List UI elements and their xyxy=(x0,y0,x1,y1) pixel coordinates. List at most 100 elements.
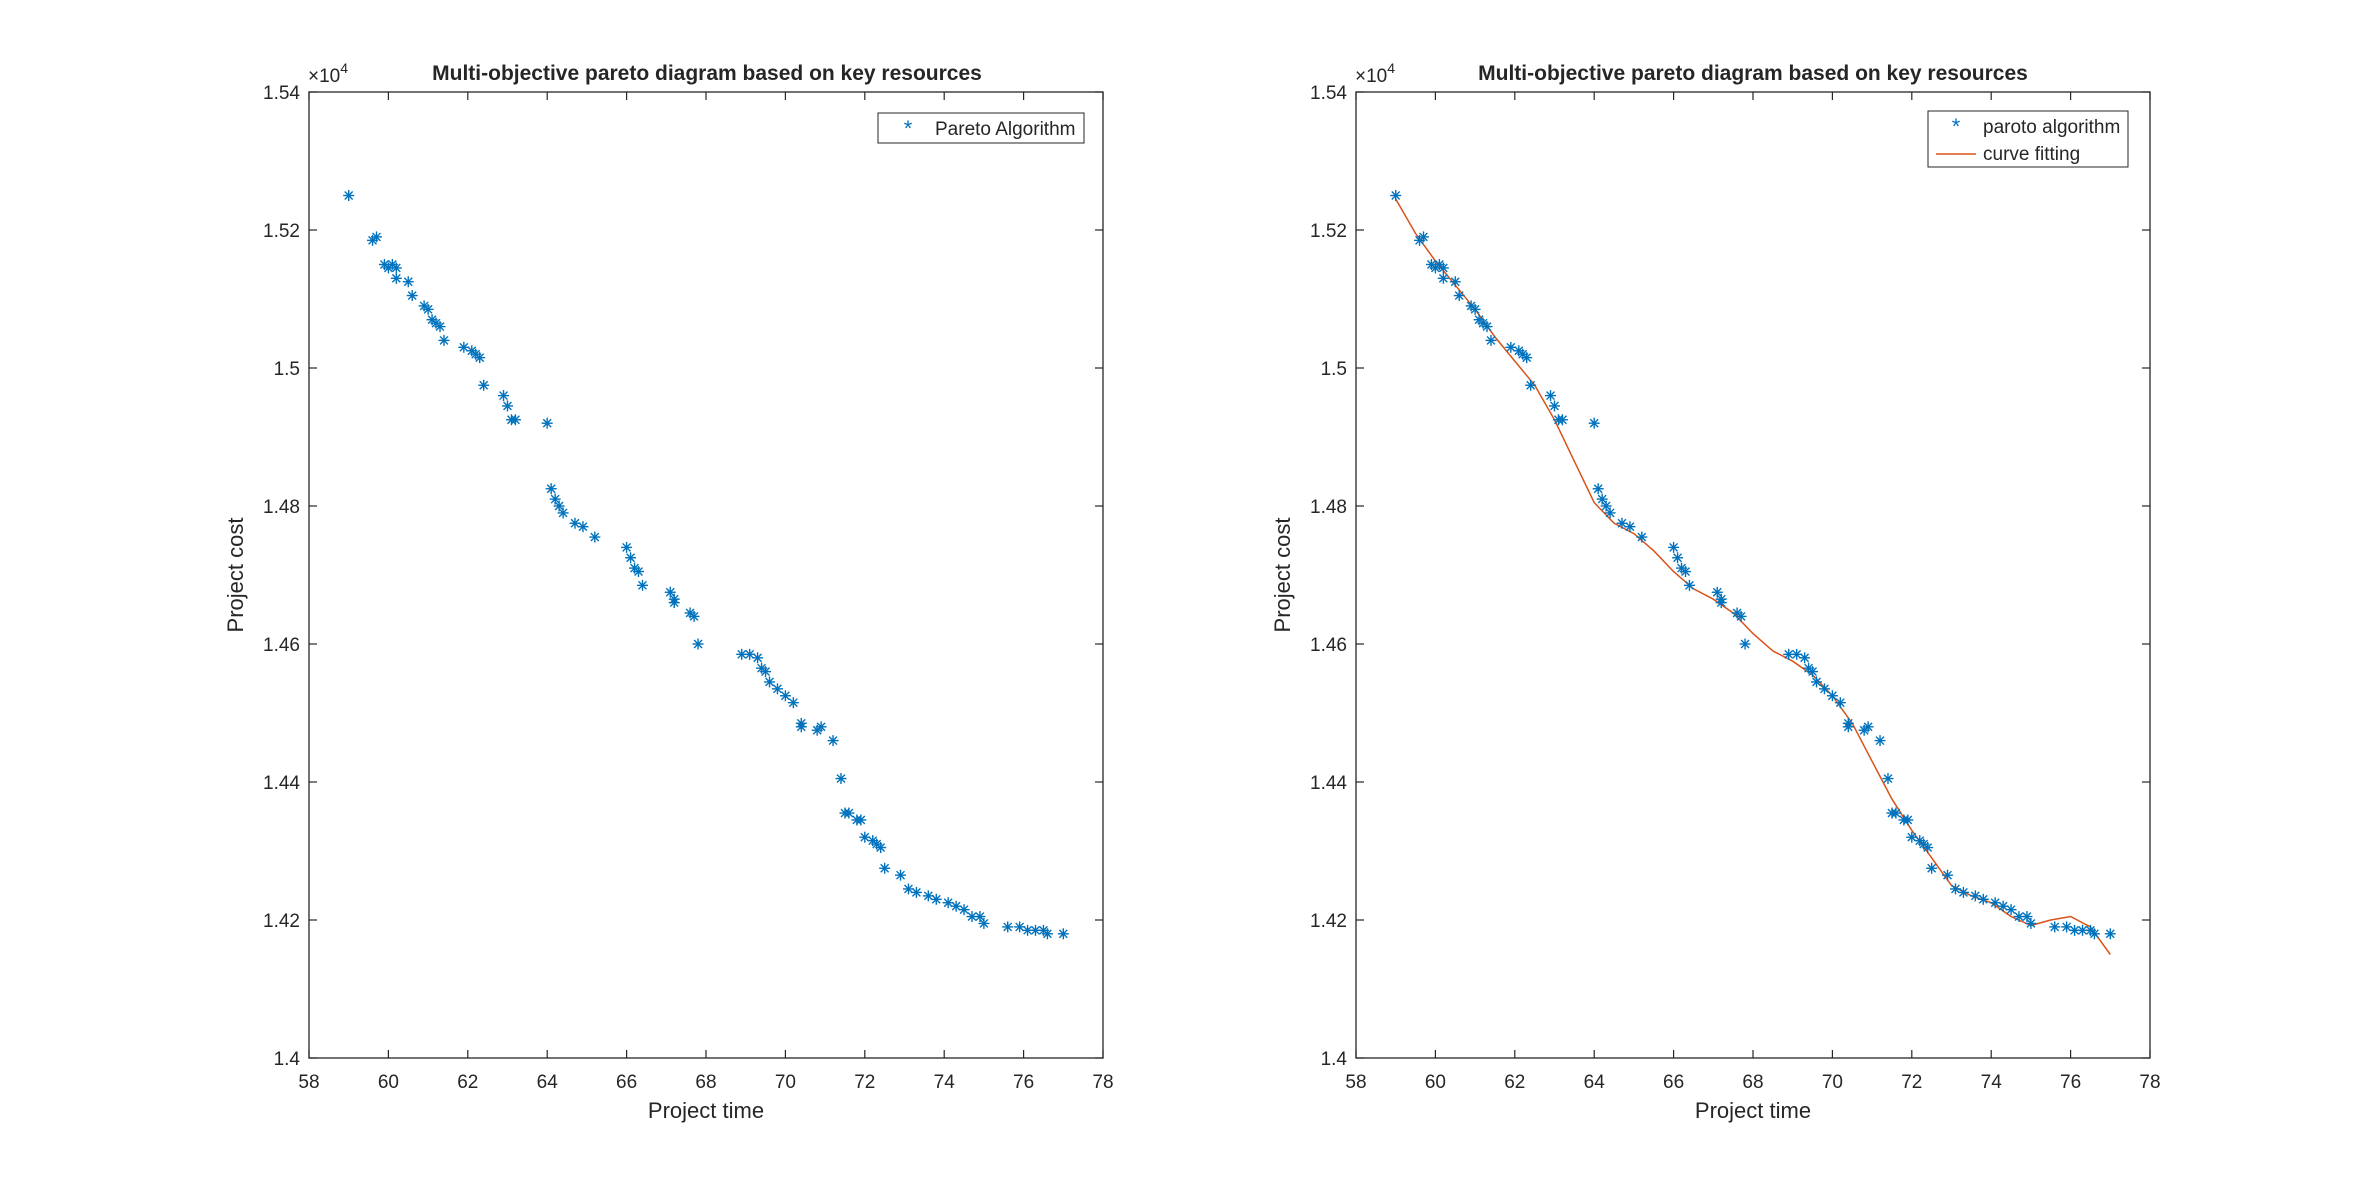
x-tick-label: 76 xyxy=(1013,1072,1034,1093)
y-tick-label: 1.54 xyxy=(263,83,300,104)
data-point xyxy=(2088,928,2100,940)
y-tick-label: 1.4 xyxy=(274,1049,301,1070)
data-point xyxy=(1002,921,1014,933)
x-axis-label: Project time xyxy=(1695,1098,1811,1123)
legend: * Pareto Algorithm xyxy=(877,112,1085,144)
data-point xyxy=(1437,262,1449,274)
data-point xyxy=(557,507,569,519)
data-point xyxy=(1417,231,1429,243)
data-point xyxy=(1453,290,1465,302)
data-point xyxy=(1672,552,1684,564)
data-point xyxy=(402,276,414,288)
x-tick-label: 62 xyxy=(457,1072,478,1093)
x-tick-label: 66 xyxy=(1663,1072,1684,1093)
x-tick-label: 74 xyxy=(934,1072,956,1093)
data-point xyxy=(343,190,355,201)
data-point xyxy=(1807,666,1819,678)
x-tick-label: 74 xyxy=(1981,1072,2003,1093)
legend-box xyxy=(1927,110,2129,168)
y-axis-label: Project cost xyxy=(223,518,248,633)
y-tick-label: 1.44 xyxy=(263,773,300,794)
data-point xyxy=(1549,400,1560,412)
data-point xyxy=(541,417,553,429)
data-point xyxy=(553,500,565,512)
data-point xyxy=(1481,321,1493,333)
data-point xyxy=(1902,814,1914,826)
data-point xyxy=(815,721,827,733)
x-tick-label: 62 xyxy=(1504,1072,1525,1093)
data-point xyxy=(621,541,633,553)
data-point xyxy=(1604,507,1616,519)
data-point xyxy=(1041,928,1053,940)
data-point xyxy=(545,483,557,495)
legend-marker-paroto: * xyxy=(1952,114,1961,139)
data-point xyxy=(625,552,637,564)
data-point xyxy=(855,814,867,826)
plot-area xyxy=(343,190,1069,940)
data-point xyxy=(879,862,891,874)
data-point xyxy=(1834,697,1846,709)
data-point xyxy=(974,911,986,923)
data-point xyxy=(668,597,680,609)
data-point xyxy=(1739,638,1751,650)
data-point xyxy=(370,231,382,243)
data-point xyxy=(2005,904,2017,916)
data-point xyxy=(1683,579,1695,591)
data-point xyxy=(1624,521,1636,533)
y-tick-label: 1.44 xyxy=(1310,773,1347,794)
data-point xyxy=(1874,735,1886,747)
x-tick-label: 78 xyxy=(2139,1072,2160,1093)
x-ticks: 58 60 62 64 66 68 70 72 74 76 78 xyxy=(298,92,1114,1093)
data-point xyxy=(902,883,914,895)
data-point xyxy=(1842,721,1854,733)
x-tick-label: 70 xyxy=(1822,1072,1843,1093)
data-point xyxy=(1485,334,1497,346)
data-point xyxy=(589,531,601,543)
data-point xyxy=(1783,648,1795,660)
chart-left: Multi-objective pareto diagram based on … xyxy=(223,60,1114,1123)
y-tick-label: 1.46 xyxy=(263,635,300,656)
legend-label-paroto: paroto algorithm xyxy=(1983,117,2120,138)
y-ticks: 1.4 1.42 1.44 1.46 1.48 1.5 1.52 1.54 xyxy=(1310,83,2150,1070)
data-point xyxy=(1862,721,1874,733)
data-point xyxy=(1942,869,1954,881)
data-point xyxy=(438,334,450,346)
data-point xyxy=(390,272,402,284)
data-point xyxy=(910,886,922,898)
x-tick-label: 72 xyxy=(854,1072,875,1093)
data-point xyxy=(498,390,510,402)
data-point xyxy=(835,773,847,785)
data-point xyxy=(633,566,645,578)
data-point xyxy=(509,414,521,426)
y-tick-label: 1.42 xyxy=(263,911,300,932)
chart-right: Multi-objective pareto diagram based on … xyxy=(1270,60,2161,1123)
data-point xyxy=(1521,352,1533,364)
data-point xyxy=(422,303,434,315)
data-point xyxy=(1525,379,1537,391)
data-point xyxy=(795,721,807,733)
data-point xyxy=(1545,390,1557,402)
data-point xyxy=(474,352,486,364)
data-point xyxy=(787,697,799,709)
data-point xyxy=(478,379,490,391)
data-point xyxy=(752,652,764,664)
data-point xyxy=(1826,690,1838,702)
data-point xyxy=(859,831,871,843)
y-tick-label: 1.54 xyxy=(1310,83,1347,104)
y-tick-label: 1.48 xyxy=(263,497,300,518)
chart-title: Multi-objective pareto diagram based on … xyxy=(1478,62,2028,85)
y-tick-label: 1.4 xyxy=(1321,1049,1348,1070)
x-tick-label: 58 xyxy=(298,1072,319,1093)
data-point xyxy=(1957,886,1969,898)
x-tick-label: 60 xyxy=(378,1072,399,1093)
data-point xyxy=(636,579,648,591)
data-point xyxy=(1735,610,1747,622)
plot-area xyxy=(1390,190,2116,955)
data-point xyxy=(1969,890,1981,902)
data-point xyxy=(2021,911,2033,923)
data-point xyxy=(1818,683,1830,695)
data-point xyxy=(1882,773,1894,785)
x-tick-label: 58 xyxy=(1345,1072,1366,1093)
